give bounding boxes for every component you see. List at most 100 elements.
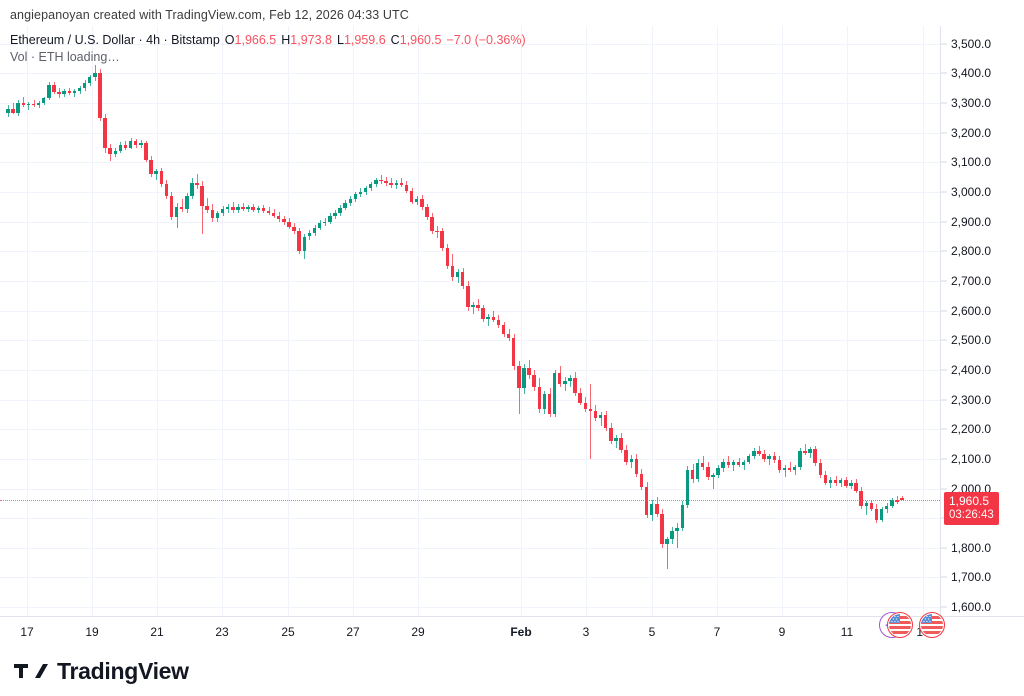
candle-up bbox=[629, 458, 633, 462]
candle-wick bbox=[713, 473, 714, 489]
candle-wick bbox=[805, 444, 806, 456]
candle-up bbox=[552, 372, 557, 414]
candle-up bbox=[88, 76, 92, 83]
flag-canton-back bbox=[889, 614, 900, 623]
candle-down bbox=[404, 184, 409, 192]
candle-up bbox=[93, 73, 97, 77]
candle-down bbox=[31, 104, 36, 106]
candle-down bbox=[787, 467, 792, 471]
candle-up bbox=[542, 394, 547, 410]
candle-up bbox=[26, 104, 31, 106]
time-scale[interactable]: 17192123252729Feb35791113 bbox=[0, 616, 1024, 648]
grid-line-vertical bbox=[353, 26, 354, 616]
candle-up bbox=[72, 91, 77, 93]
candle-down bbox=[762, 453, 766, 460]
ohlc-h-key: H bbox=[281, 33, 291, 47]
candle-up bbox=[792, 467, 797, 471]
candle-down bbox=[11, 109, 15, 113]
candle-up bbox=[338, 208, 342, 213]
candle-down bbox=[169, 196, 174, 218]
candle-wick bbox=[13, 103, 14, 115]
candle-up bbox=[333, 212, 337, 216]
ohlc-l-key: L bbox=[337, 33, 344, 47]
grid-line-horizontal bbox=[0, 607, 940, 608]
current-price-value: 1,960.5 bbox=[949, 494, 990, 509]
price-tick-label: 2,000.0 bbox=[951, 481, 992, 496]
grid-line-horizontal bbox=[0, 103, 940, 104]
candle-down bbox=[241, 206, 245, 209]
candle-up bbox=[695, 463, 700, 479]
candle-down bbox=[660, 513, 664, 545]
candle-wick bbox=[207, 197, 208, 213]
price-tick-label: 2,900.0 bbox=[951, 214, 992, 229]
price-tick-label: 2,300.0 bbox=[951, 392, 992, 407]
candle-up bbox=[414, 198, 419, 202]
time-tick-label: 7 bbox=[713, 625, 721, 639]
legend-symbol[interactable]: Ethereum / U.S. Dollar · 4h · Bitstamp bbox=[10, 33, 220, 47]
candle-down bbox=[690, 470, 695, 480]
price-tick-label: 3,500.0 bbox=[951, 36, 992, 51]
candle-down bbox=[639, 473, 644, 488]
candle-wick bbox=[570, 375, 571, 388]
candle-wick bbox=[667, 536, 668, 569]
candle-down bbox=[159, 171, 163, 184]
chart-plot-area[interactable] bbox=[0, 26, 940, 616]
us-flag-badge-back[interactable] bbox=[887, 612, 913, 638]
ohlc-o-key: O bbox=[224, 33, 235, 47]
candle-down bbox=[588, 409, 593, 411]
price-tick-mark bbox=[941, 221, 947, 223]
candle-up bbox=[328, 215, 332, 222]
candle-down bbox=[450, 265, 455, 278]
candle-wick bbox=[785, 465, 786, 477]
candle-up bbox=[307, 232, 312, 237]
candle-up bbox=[317, 222, 322, 228]
grid-line-horizontal bbox=[0, 73, 940, 74]
candle-up bbox=[62, 90, 66, 95]
candle-up bbox=[236, 206, 240, 211]
candle-up bbox=[6, 109, 10, 113]
grid-line-vertical bbox=[923, 26, 924, 616]
price-tick-label: 2,200.0 bbox=[951, 422, 992, 437]
candle-wick bbox=[830, 477, 831, 488]
candle-wick bbox=[473, 301, 474, 315]
candle-up bbox=[113, 150, 117, 155]
us-flag-badge[interactable] bbox=[919, 612, 945, 638]
chart-badges: ◂ bbox=[879, 612, 945, 640]
candle-down bbox=[476, 304, 480, 309]
candle-up bbox=[220, 209, 225, 214]
candle-up bbox=[256, 208, 261, 211]
candle-up bbox=[302, 236, 307, 252]
candle-up bbox=[363, 188, 368, 193]
price-scale[interactable]: 3,500.0 3,400.0 3,300.0 3,200.0 3,100.0 3,000… bbox=[940, 26, 1024, 616]
candle-down bbox=[619, 438, 623, 450]
candle-wick bbox=[34, 100, 35, 108]
grid-line-vertical bbox=[847, 26, 848, 616]
candle-down bbox=[435, 230, 439, 232]
candle-wick bbox=[437, 226, 438, 238]
candle-wick bbox=[381, 174, 382, 184]
grid-line-horizontal bbox=[0, 311, 940, 312]
candle-wick bbox=[156, 168, 157, 181]
bar-countdown: 03:26:43 bbox=[949, 509, 994, 522]
price-tick-mark bbox=[941, 547, 947, 549]
grid-line-horizontal bbox=[0, 400, 940, 401]
candle-down bbox=[430, 217, 434, 231]
candle-down bbox=[481, 308, 485, 319]
candle-up bbox=[82, 82, 87, 89]
tradingview-wordmark: TradingView bbox=[57, 658, 189, 684]
candle-wick bbox=[248, 205, 249, 213]
chart-legend: Ethereum / U.S. Dollar · 4h · Bitstamp O1… bbox=[10, 32, 526, 66]
grid-line-horizontal bbox=[0, 489, 940, 490]
candle-up bbox=[752, 451, 756, 456]
current-price-badge[interactable]: 1,960.5 03:26:43 bbox=[944, 492, 999, 526]
price-tick-mark bbox=[941, 132, 947, 134]
candle-up bbox=[747, 455, 751, 462]
grid-line-vertical bbox=[717, 26, 718, 616]
candle-down bbox=[813, 449, 817, 464]
price-tick-label: 2,800.0 bbox=[951, 244, 992, 259]
legend-symbol-row: Ethereum / U.S. Dollar · 4h · Bitstamp O1… bbox=[10, 32, 526, 49]
candle-down bbox=[440, 231, 444, 248]
grid-line-vertical bbox=[27, 26, 28, 616]
candle-down bbox=[287, 221, 291, 227]
time-tick-label: 19 bbox=[85, 625, 99, 639]
